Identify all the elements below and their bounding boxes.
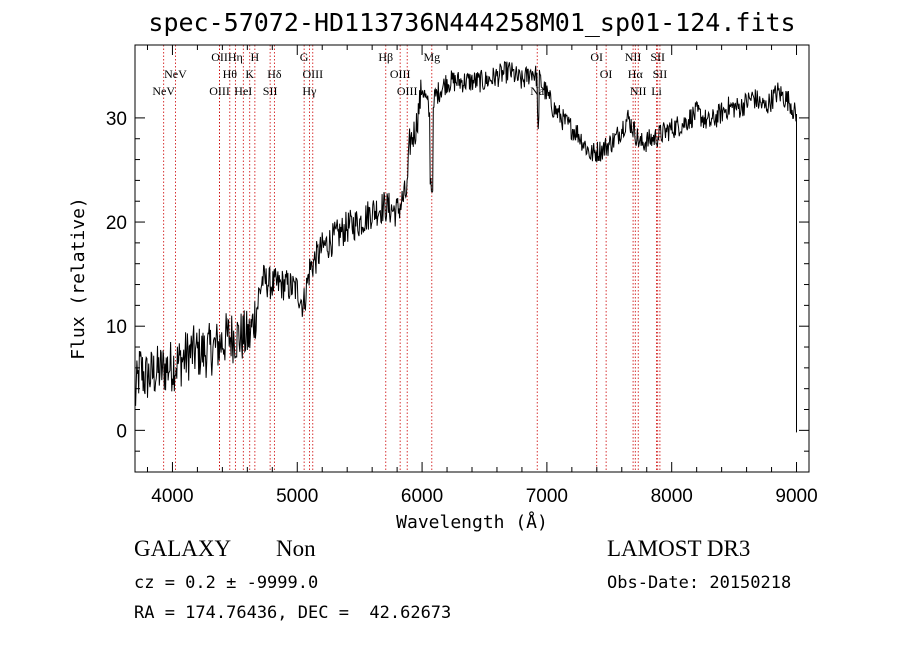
- spectral-line-label: SII: [650, 50, 665, 64]
- spectral-line-label: SII: [263, 84, 278, 98]
- x-tick-label: 8000: [651, 486, 693, 507]
- observation-date: Obs-Date: 20150218: [607, 573, 792, 593]
- ra-dec-coordinates: RA = 174.76436, DEC = 42.62673: [134, 603, 452, 623]
- spectral-line-label: Hδ: [267, 67, 282, 81]
- spectral-line-label: NeV: [164, 67, 187, 81]
- y-tick-label: 0: [116, 421, 127, 442]
- x-axis-ticks: 4000 5000 6000 7000 8000 9000: [146, 45, 818, 507]
- survey-name: LAMOST DR3: [607, 536, 751, 561]
- spectral-line-label: K: [245, 67, 254, 81]
- x-tick-label: 7000: [526, 486, 568, 507]
- spectral-line-label: G: [300, 50, 309, 64]
- spectral-line-label: OIII: [209, 84, 230, 98]
- chart-title: spec-57072-HD113736N444258M01_sp01-124.f…: [148, 8, 796, 37]
- spectral-line-label: OI: [590, 50, 603, 64]
- spectral-line-label: OIII: [397, 84, 418, 98]
- plot-frame: [134, 44, 810, 473]
- spectrum-line: [134, 61, 797, 433]
- y-tick-label: 20: [106, 213, 127, 234]
- spectral-line-labels: NeV NeV OII Hη H Hθ K OIII HeI Hδ SII G OIII Hγ Hβ OIII…: [152, 50, 667, 98]
- spectral-line-label: OI: [600, 67, 613, 81]
- spectral-line-label: Li: [651, 84, 662, 98]
- y-tick-label: 10: [106, 317, 127, 338]
- x-tick-label: 4000: [151, 486, 193, 507]
- spectral-line-label: Mg: [423, 50, 440, 64]
- x-tick-label: 9000: [775, 486, 817, 507]
- x-tick-label: 5000: [276, 486, 318, 507]
- y-axis-ticks: 0 10 20 30: [106, 109, 809, 452]
- object-subclass: Non: [276, 536, 316, 561]
- spectral-line-label: Hα: [628, 67, 644, 81]
- spectral-line-label: OIII: [390, 67, 411, 81]
- spectral-line-label: Hθ: [223, 67, 238, 81]
- object-class: GALAXY: [134, 536, 232, 561]
- spectral-line-label: NeV: [152, 84, 175, 98]
- spectral-line-label: H: [251, 50, 260, 64]
- x-tick-label: 6000: [401, 486, 443, 507]
- y-tick-label: 30: [106, 109, 127, 130]
- spectral-line-label: Hβ: [378, 50, 393, 64]
- spectral-line-label: NII: [630, 84, 647, 98]
- spectral-line-label: HeI: [234, 84, 252, 98]
- spectral-line-label: NII: [625, 50, 642, 64]
- redshift-cz: cz = 0.2 ± -9999.0: [134, 573, 319, 593]
- spectral-line-label: Hγ: [302, 84, 317, 98]
- spectral-line-label: OII: [211, 50, 228, 64]
- x-axis-label: Wavelength (Å): [396, 511, 548, 533]
- spectral-line-label: OIII: [302, 67, 323, 81]
- spectral-line-label: SII: [653, 67, 668, 81]
- y-axis-label: Flux (relative): [68, 197, 89, 360]
- spectral-line-label: Hη: [228, 50, 243, 64]
- spectral-line-markers: [163, 45, 661, 472]
